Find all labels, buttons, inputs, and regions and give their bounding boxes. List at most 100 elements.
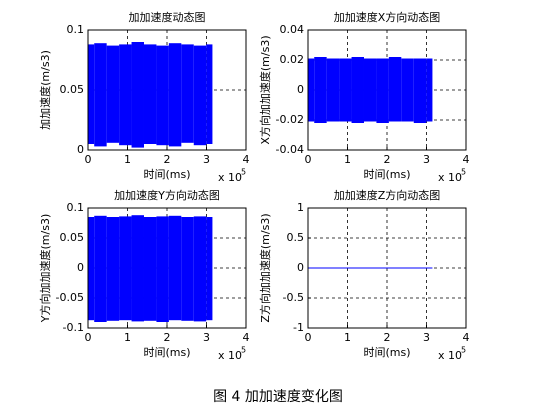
y-tick-label: 0.05 xyxy=(60,83,85,96)
x-tick-label: 4 xyxy=(463,153,470,166)
signal-band xyxy=(88,217,95,321)
x-axis-label: 时间(ms) xyxy=(143,346,190,359)
signal-band xyxy=(143,44,157,144)
x-multiplier: x 10 xyxy=(438,171,462,184)
signal-band xyxy=(308,58,315,122)
signal-band xyxy=(388,57,402,122)
signal-band xyxy=(106,217,120,321)
signal-band xyxy=(351,57,364,123)
figure-caption: 图 4 加加速度变化图 xyxy=(213,389,343,405)
x-tick-label: 1 xyxy=(344,153,351,166)
axes-box xyxy=(87,207,247,329)
x-tick-label: 3 xyxy=(203,153,210,166)
y-axis-label: 加加速度(m/s3) xyxy=(38,50,52,130)
y-tick-label: -0.5 xyxy=(283,291,304,304)
y-tick-label: 0.1 xyxy=(67,23,85,36)
y-tick-label: 1 xyxy=(297,201,304,214)
signal-band xyxy=(326,58,340,122)
subplot: 0 1 2 3 4 -0.04 -0.02 0 0.02 0.04 加加速度X方向动态图时间(ms)… xyxy=(258,10,470,184)
signal-band xyxy=(401,58,414,122)
y-tick-label: -0.04 xyxy=(276,143,304,156)
y-tick-label: -1 xyxy=(293,321,304,334)
x-tick-label: 1 xyxy=(124,153,131,166)
y-tick-label: 0.05 xyxy=(60,231,85,244)
x-tick-label: 1 xyxy=(124,331,131,344)
y-tick-label: 0 xyxy=(297,261,304,274)
signal-band xyxy=(94,43,107,147)
x-tick-label: 0 xyxy=(85,153,92,166)
x-tick-label: 3 xyxy=(203,331,210,344)
y-tick-label: 0.5 xyxy=(287,231,305,244)
x-tick-label: 3 xyxy=(423,331,430,344)
y-tick-label: 0.04 xyxy=(280,23,305,36)
signal-band xyxy=(106,45,120,143)
x-tick-label: 4 xyxy=(463,331,470,344)
x-multiplier: x 10 xyxy=(438,349,462,362)
x-tick-label: 4 xyxy=(243,153,250,166)
y-tick-label: 0 xyxy=(297,83,304,96)
x-exponent: 5 xyxy=(461,346,466,355)
signal-band xyxy=(181,44,194,143)
subplot-title: 加加速度Y方向动态图 xyxy=(114,188,220,202)
signal-band xyxy=(206,44,213,144)
x-tick-label: 2 xyxy=(384,331,391,344)
signal-band xyxy=(413,58,427,123)
axes-box xyxy=(307,207,467,329)
axes-box xyxy=(87,29,247,151)
x-tick-label: 0 xyxy=(85,331,92,344)
x-multiplier: x 10 xyxy=(218,171,242,184)
signal-band xyxy=(156,216,169,322)
x-axis-label: 时间(ms) xyxy=(363,168,410,181)
signal-band xyxy=(168,215,182,321)
signal-band xyxy=(339,58,352,122)
signal-band xyxy=(426,58,433,122)
subplot-title: 加加速度动态图 xyxy=(129,10,206,24)
x-axis-label: 时间(ms) xyxy=(363,346,410,359)
signal-band xyxy=(94,215,107,322)
x-tick-label: 2 xyxy=(164,153,171,166)
x-tick-label: 4 xyxy=(243,331,250,344)
signal-band xyxy=(168,43,182,147)
signal-band xyxy=(119,216,132,321)
signal-band xyxy=(314,57,327,123)
signal-band xyxy=(363,58,377,122)
signal-band xyxy=(119,44,132,146)
y-tick-label: 0.02 xyxy=(280,53,305,66)
x-tick-label: 1 xyxy=(344,331,351,344)
signal-band xyxy=(143,217,157,321)
subplot-title: 加加速度Z方向动态图 xyxy=(334,188,441,202)
x-exponent: 5 xyxy=(241,346,246,355)
y-tick-label: -0.05 xyxy=(56,291,84,304)
y-axis-label: X方向加加速度(m/s3) xyxy=(258,35,272,144)
y-tick-label: 0.1 xyxy=(67,201,85,214)
x-tick-label: 2 xyxy=(384,153,391,166)
x-exponent: 5 xyxy=(461,168,466,177)
signal-band xyxy=(88,44,95,144)
axes-box xyxy=(307,29,467,151)
x-tick-label: 2 xyxy=(164,331,171,344)
signal-band xyxy=(193,216,207,322)
x-tick-label: 0 xyxy=(305,153,312,166)
signal-band xyxy=(156,45,169,146)
y-tick-label: 0 xyxy=(77,261,84,274)
signal-band xyxy=(181,217,194,321)
x-axis-label: 时间(ms) xyxy=(143,168,190,181)
y-tick-label: -0.02 xyxy=(276,113,304,126)
y-axis-label: Y方向加加速度(m/s3) xyxy=(38,214,52,323)
signal-band xyxy=(131,42,144,148)
x-exponent: 5 xyxy=(241,168,246,177)
y-tick-label: -0.1 xyxy=(63,321,84,334)
signal-band xyxy=(193,45,207,146)
signal-band xyxy=(376,58,389,123)
signal-band xyxy=(206,217,213,321)
x-tick-label: 3 xyxy=(423,153,430,166)
x-tick-label: 0 xyxy=(305,331,312,344)
y-axis-label: Z方向加加速度(m/s3) xyxy=(258,213,272,322)
x-multiplier: x 10 xyxy=(218,349,242,362)
y-tick-label: 0 xyxy=(77,143,84,156)
signal-band xyxy=(131,215,144,322)
